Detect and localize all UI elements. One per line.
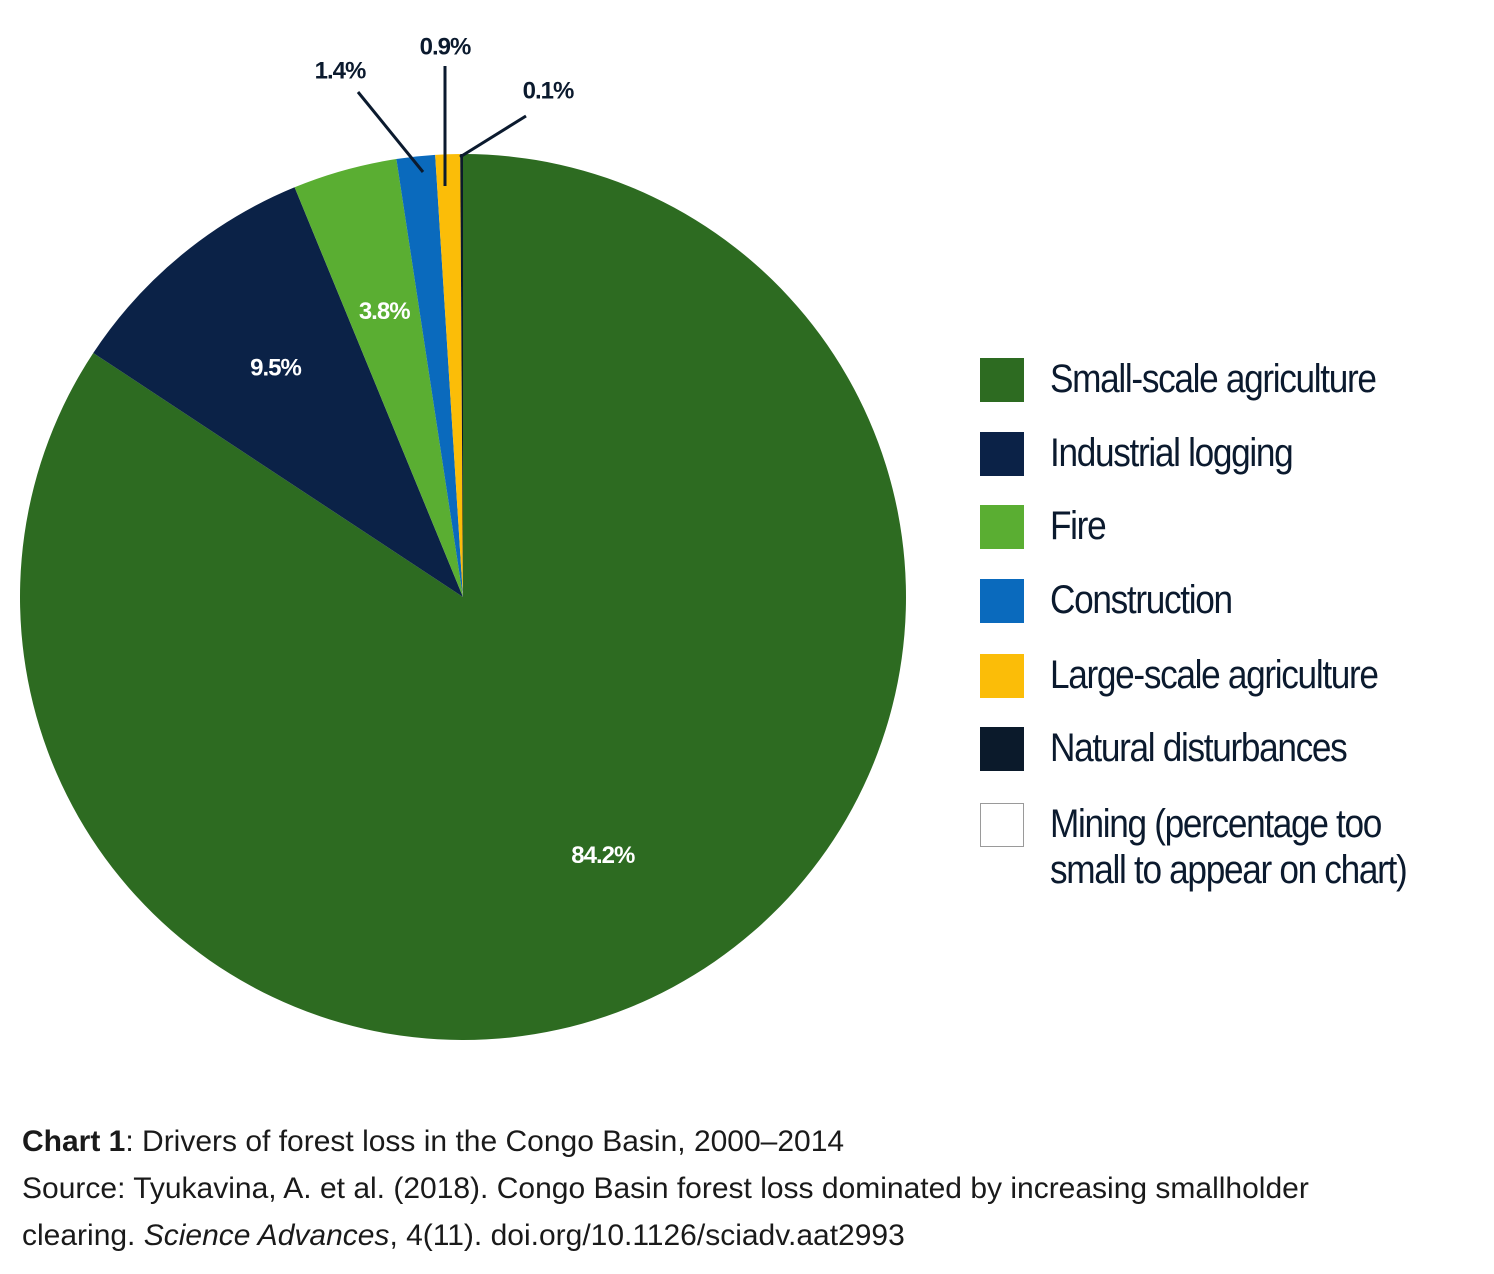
legend-item: Mining (percentage too small to appear o…	[980, 802, 1490, 893]
legend-label: Fire	[1050, 504, 1107, 548]
source-journal: Science Advances	[143, 1219, 390, 1252]
pie-slice	[435, 154, 463, 597]
data-label: 1.4%	[315, 57, 366, 84]
source-citation: , 4(11). doi.org/10.1126/sciadv.aat2993	[389, 1219, 905, 1252]
leader-line	[459, 114, 527, 159]
legend-item: Fire	[980, 504, 1490, 549]
legend-label: Industrial logging	[1050, 431, 1294, 475]
legend-swatch	[980, 358, 1024, 402]
legend-swatch	[980, 432, 1024, 476]
legend-item: Small-scale agriculture	[980, 357, 1490, 402]
legend-swatch	[980, 505, 1024, 549]
leader-line	[356, 91, 425, 173]
legend-item: Construction	[980, 578, 1490, 623]
legend-swatch	[980, 579, 1024, 623]
caption-text: : Drivers of forest loss in the Congo Ba…	[125, 1125, 845, 1158]
pie-slice	[460, 154, 463, 597]
legend-label: Mining (percentage too small to appear o…	[1050, 802, 1408, 892]
legend-label: Natural disturbances	[1050, 726, 1348, 770]
legend-swatch	[980, 727, 1024, 771]
pie-slice	[93, 187, 464, 597]
pie-slice	[294, 159, 463, 597]
legend-item: Natural disturbances	[980, 726, 1490, 771]
caption-label: Chart 1	[22, 1125, 126, 1158]
data-label: 0.1%	[523, 77, 574, 104]
source: Source: Tyukavina, A. et al. (2018). Con…	[22, 1165, 1362, 1259]
caption: Chart 1: Drivers of forest loss in the C…	[22, 1118, 1422, 1259]
legend-label: Large-scale agriculture	[1050, 653, 1379, 697]
pie-slice	[396, 154, 463, 597]
source-label: Source	[22, 1172, 118, 1205]
data-label: 9.5%	[250, 355, 301, 382]
legend-label: Small-scale agriculture	[1050, 357, 1377, 401]
legend-swatch	[980, 654, 1024, 698]
source-text: : Tyukavina, A. et al. (2018). Congo Bas…	[22, 1172, 1309, 1252]
legend-item: Industrial logging	[980, 431, 1490, 476]
chart: 84.2% 9.5% 3.8% 1.4% 0.9% 0.1%	[19, 33, 906, 1040]
data-label: 3.8%	[359, 298, 410, 325]
legend-label: Construction	[1050, 578, 1233, 622]
data-label: 0.9%	[420, 33, 471, 60]
data-label: 84.2%	[571, 842, 635, 869]
legend-item: Large-scale agriculture	[980, 653, 1490, 698]
legend-swatch	[980, 803, 1024, 847]
caption-line: Chart 1: Drivers of forest loss in the C…	[22, 1118, 1422, 1165]
